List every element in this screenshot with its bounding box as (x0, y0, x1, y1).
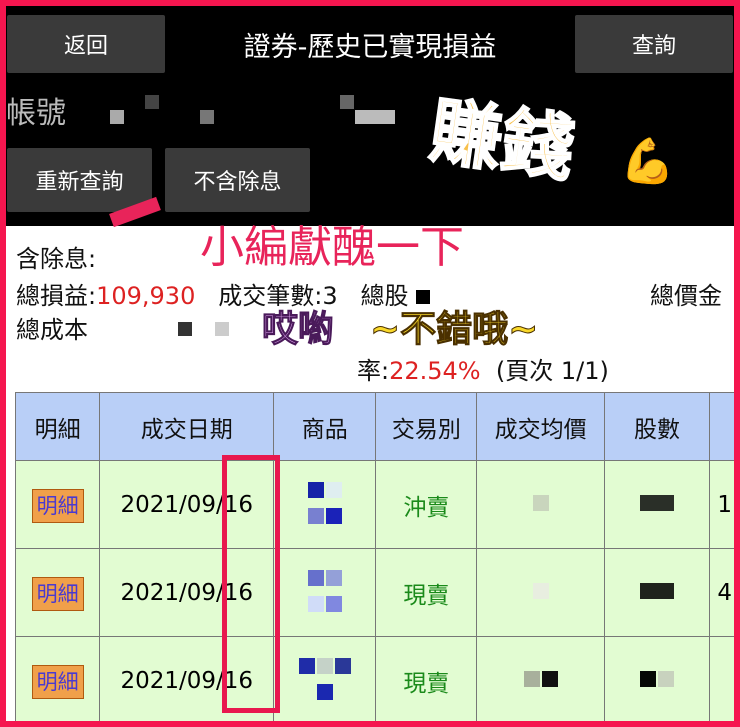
muscle-emoji-icon: 💪 (620, 136, 675, 187)
trade-count-value: 3 (322, 282, 338, 310)
trade-date: 2021/09/16 (99, 460, 275, 549)
row-extra: 4 (709, 548, 740, 637)
highlight-box (222, 455, 280, 713)
trade-count-label: 成交筆數: (218, 282, 323, 310)
masked-value (215, 322, 229, 336)
masked-account (355, 110, 395, 124)
col-product: 商品 (273, 392, 377, 461)
total-cost-label: 總成本 (16, 316, 88, 344)
masked-account (340, 95, 354, 109)
dividend-label: 含除息: (16, 245, 97, 273)
back-button[interactable]: 返回 (7, 15, 165, 73)
detail-button[interactable]: 明細 (31, 576, 84, 611)
page-title: 證券-歷史已實現損益 (243, 31, 497, 63)
praise-sticker-b: ~不錯哦~ (369, 309, 539, 350)
trade-type: 現賣 (375, 636, 478, 725)
masked-product (273, 636, 377, 725)
row-extra: 1 (709, 460, 740, 549)
table-row: 明細 2021/09/16 現賣 (14, 636, 740, 725)
row-extra (709, 636, 740, 725)
total-shares-label: 總股 (360, 282, 409, 310)
caption-sticker: 小編獻醜一下 (200, 222, 464, 273)
requery-button[interactable]: 重新查詢 (7, 148, 152, 212)
exclude-dividend-button[interactable]: 不含除息 (165, 148, 310, 212)
col-date: 成交日期 (99, 392, 275, 461)
total-price-label: 總價金 (650, 282, 722, 310)
total-pl-value: 109,930 (96, 282, 196, 310)
rate-line: 率:22.54% (頁次 1/1) (357, 357, 609, 385)
masked-price (476, 460, 605, 549)
detail-button[interactable]: 明細 (31, 488, 84, 523)
pl-table: 明細 成交日期 商品 交易別 成交均價 股數 明細 2021/09/16 沖賣 … (14, 392, 740, 725)
praise-sticker-a: 哎喲 (261, 309, 335, 350)
account-label: 帳號 (6, 96, 66, 131)
table-row: 明細 2021/09/16 沖賣 1 (14, 460, 740, 549)
masked-product (273, 460, 377, 549)
query-button[interactable]: 查詢 (575, 15, 733, 73)
masked-price (476, 548, 605, 637)
col-more (709, 392, 740, 461)
table-row: 明細 2021/09/16 現賣 4 (14, 548, 740, 637)
summary-line: 總損益:109,930 成交筆數:3 總股 (16, 282, 431, 310)
page-info: (頁次 1/1) (495, 357, 609, 385)
masked-account (110, 110, 124, 124)
col-detail: 明細 (14, 392, 101, 461)
masked-account (200, 110, 214, 124)
detail-button[interactable]: 明細 (31, 664, 84, 699)
masked-shares (603, 548, 711, 637)
masked-shares (603, 636, 711, 725)
masked-value (178, 322, 192, 336)
masked-product (273, 548, 377, 637)
table-header: 明細 成交日期 商品 交易別 成交均價 股數 (14, 392, 740, 461)
col-shares: 股數 (603, 392, 711, 461)
col-type: 交易別 (375, 392, 478, 461)
rate-value: 22.54% (389, 357, 481, 385)
masked-shares (603, 460, 711, 549)
trade-date: 2021/09/16 (99, 548, 275, 637)
money-sticker: 賺錢 (424, 87, 580, 192)
masked-account (145, 95, 159, 109)
total-pl-label: 總損益: (16, 282, 97, 310)
col-avg-price: 成交均價 (476, 392, 605, 461)
trade-type: 現賣 (375, 548, 478, 637)
masked-price (476, 636, 605, 725)
trade-type: 沖賣 (375, 460, 478, 549)
rate-label: 率: (357, 357, 390, 385)
